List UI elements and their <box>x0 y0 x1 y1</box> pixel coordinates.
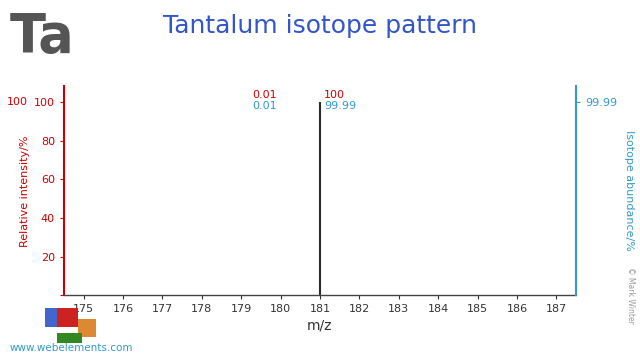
Bar <box>58 333 83 343</box>
Text: 0.01: 0.01 <box>252 90 276 100</box>
Text: 100: 100 <box>7 97 28 107</box>
Y-axis label: Relative intensity/%: Relative intensity/% <box>20 135 30 247</box>
Y-axis label: Isotope abundance/%: Isotope abundance/% <box>624 130 634 251</box>
Bar <box>79 319 96 337</box>
Text: 0.01: 0.01 <box>252 100 276 111</box>
X-axis label: m/z: m/z <box>307 318 333 332</box>
Text: 100: 100 <box>324 90 345 100</box>
Text: Ta: Ta <box>10 11 74 63</box>
Text: Tantalum isotope pattern: Tantalum isotope pattern <box>163 14 477 39</box>
Text: www.webelements.com: www.webelements.com <box>10 343 133 353</box>
Bar <box>58 309 79 327</box>
Bar <box>45 309 58 327</box>
Text: 99.99: 99.99 <box>324 100 356 111</box>
Text: © Mark Winter: © Mark Winter <box>626 267 635 324</box>
